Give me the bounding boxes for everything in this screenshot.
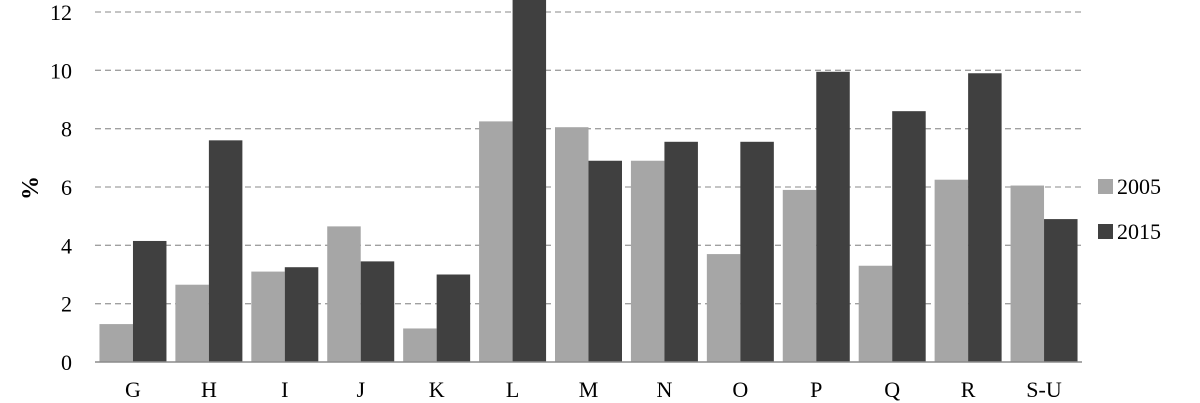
bar-2015-G [132, 240, 167, 362]
bar-2005-K [403, 328, 437, 362]
bar-2005-Q [858, 265, 893, 362]
bar-2015-L [512, 0, 547, 363]
bar-2015-M [588, 160, 622, 362]
bar-2005-J [327, 226, 361, 362]
x-tick-label: M [579, 377, 599, 402]
x-tick-label: Q [884, 377, 900, 402]
bar-2015-H [208, 140, 243, 362]
x-tick-label: R [961, 377, 976, 402]
y-tick-label: 4 [61, 233, 72, 258]
x-tick-label: I [281, 377, 288, 402]
legend: 2005 2015 [1098, 174, 1161, 244]
x-tick-label: J [356, 377, 365, 402]
bar-2015-I [284, 267, 319, 362]
bar-2015-Q [892, 111, 926, 363]
bar-2005-H [175, 284, 209, 362]
bar-2005-I [251, 271, 285, 362]
bars [99, 0, 1078, 363]
x-tick-label: K [429, 377, 445, 402]
legend-swatch-2015 [1098, 224, 1113, 239]
x-tick-label: L [506, 377, 519, 402]
bar-2005-P [782, 189, 817, 362]
x-tick-label: N [656, 377, 672, 402]
y-tick-label: 10 [50, 58, 72, 83]
bar-2015-S-U [1044, 219, 1078, 362]
legend-swatch-2005 [1098, 179, 1113, 194]
y-tick-label: 12 [50, 0, 72, 25]
bar-2015-J [360, 261, 395, 362]
legend-label-2015: 2015 [1117, 219, 1161, 244]
bar-2015-N [664, 141, 698, 362]
bar-2005-S-U [1010, 185, 1045, 362]
x-tick-label: H [201, 377, 217, 402]
bar-2015-O [740, 141, 774, 362]
bar-2015-K [436, 274, 471, 362]
y-axis-label: % [18, 176, 44, 200]
axes: 0 2 4 6 8 10 12 G H I J K L M N O P Q R S-U [50, 0, 1082, 402]
bar-2005-R [934, 179, 969, 362]
x-tick-label: O [732, 377, 748, 402]
bar-2005-G [99, 324, 133, 362]
bar-2005-L [479, 121, 513, 362]
bar-2015-P [816, 71, 850, 363]
x-tick-label: G [125, 377, 141, 402]
bar-2005-O [706, 254, 741, 362]
x-tick-label: S-U [1026, 377, 1062, 402]
bar-2005-N [630, 160, 665, 362]
y-tick-label: 0 [61, 350, 72, 375]
y-tick-label: 8 [61, 117, 72, 142]
x-tick-label: P [810, 377, 822, 402]
y-tick-label: 2 [61, 292, 72, 317]
bar-2005-M [555, 127, 589, 362]
y-tick-label: 6 [61, 175, 72, 200]
bar-2015-R [968, 73, 1002, 362]
legend-label-2005: 2005 [1117, 174, 1161, 199]
